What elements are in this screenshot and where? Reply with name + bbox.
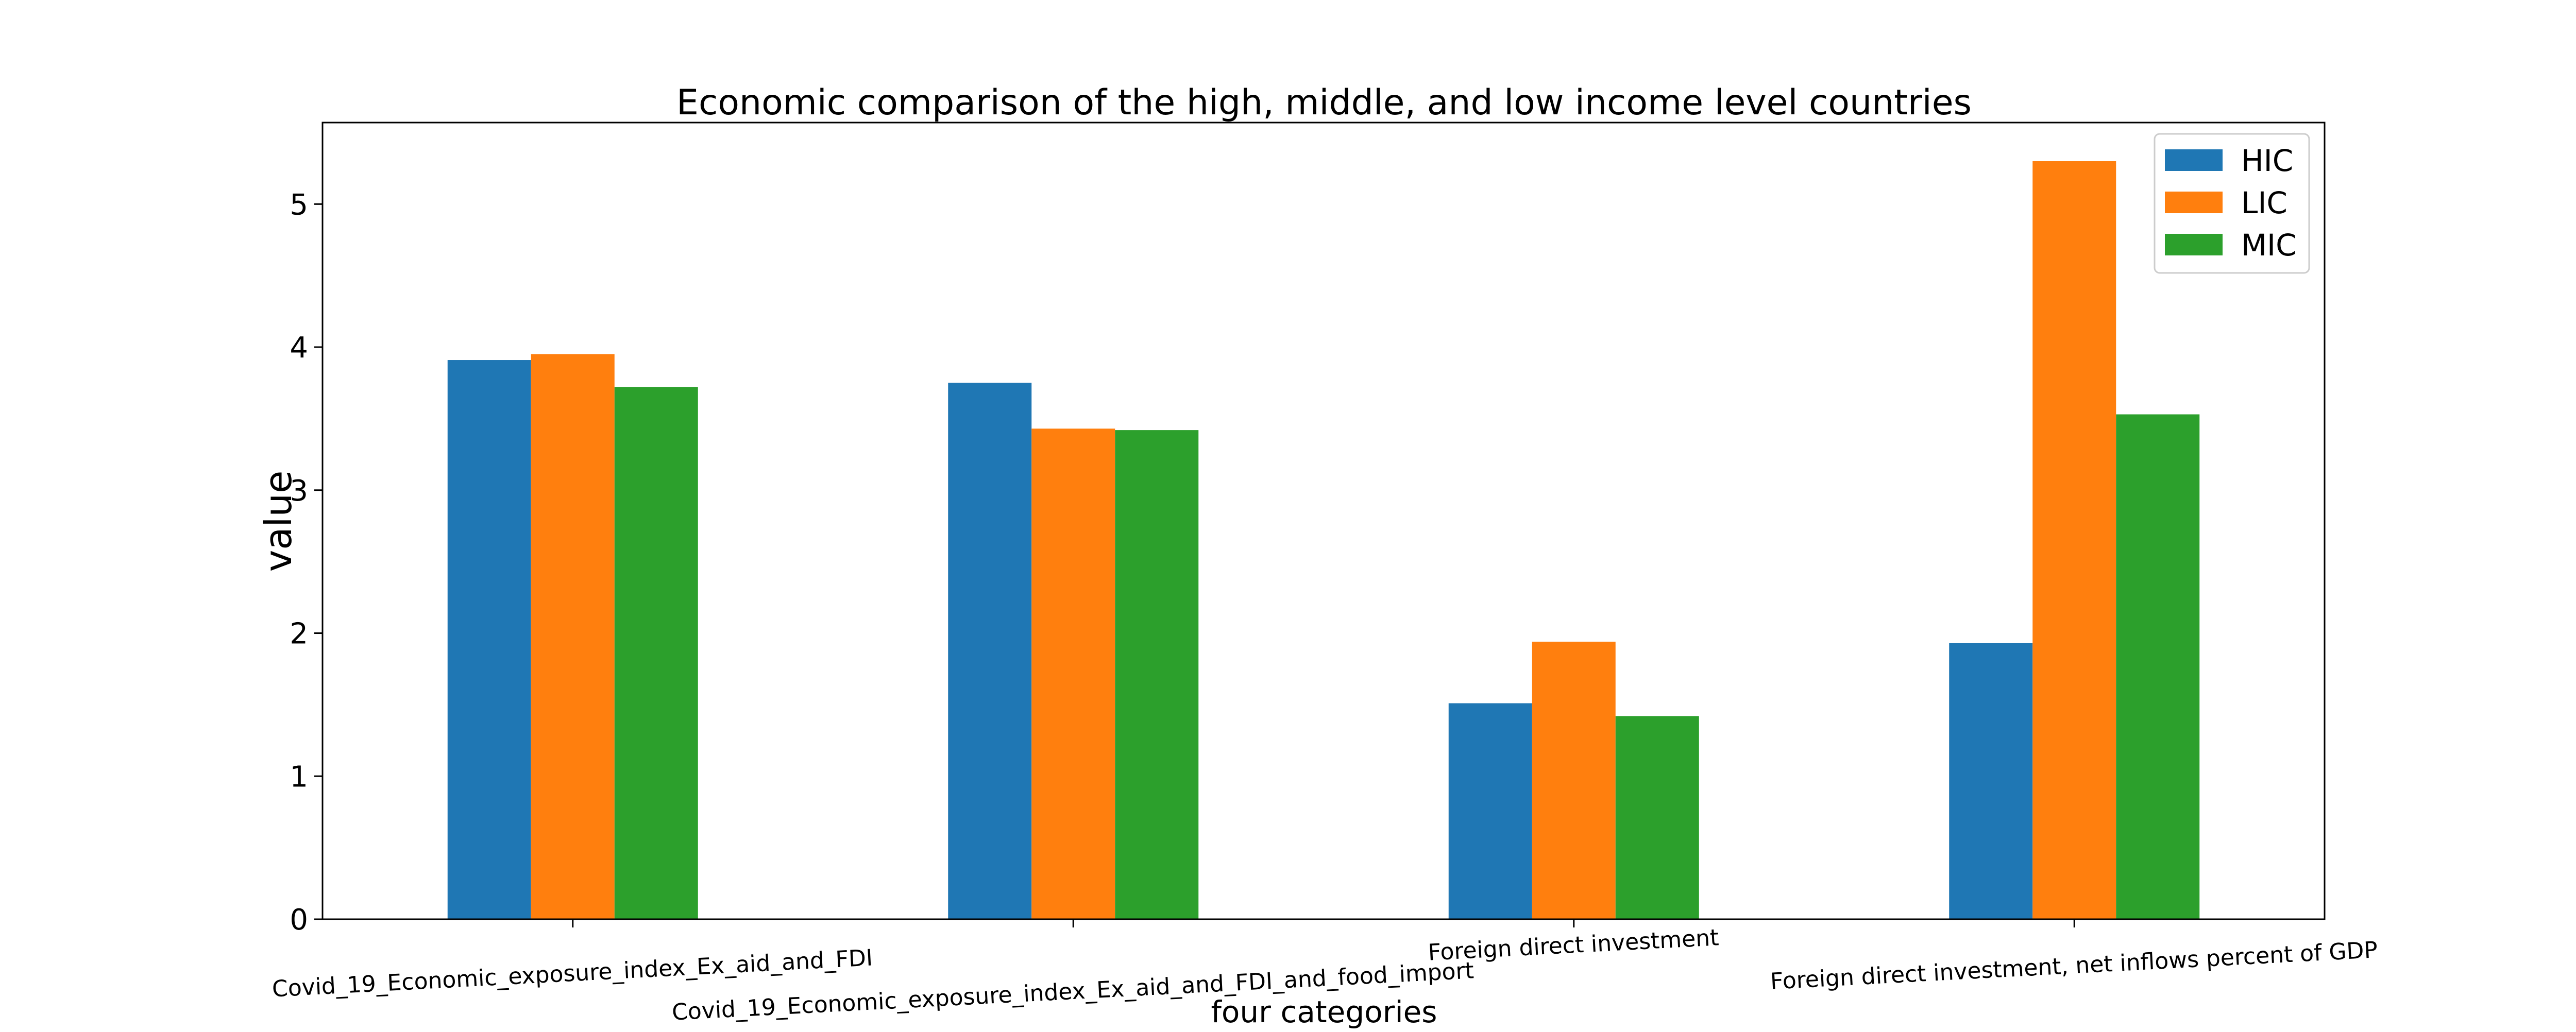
y-tick-label: 2	[290, 617, 308, 651]
y-axis-label: value	[257, 471, 300, 572]
bar-hic-3	[1448, 703, 1532, 919]
chart-title: Economic comparison of the high, middle,…	[676, 82, 1972, 123]
legend-label-lic: LIC	[2241, 185, 2287, 220]
bar-mic-4	[2116, 414, 2200, 919]
y-tick-label: 0	[290, 903, 308, 937]
y-tick-label: 1	[290, 760, 308, 794]
legend: HIC LIC MIC	[2154, 133, 2310, 274]
x-axis-label: four categories	[1211, 994, 1437, 1029]
legend-label-mic: MIC	[2241, 228, 2297, 263]
bar-mic-2	[1115, 430, 1199, 919]
legend-label-hic: HIC	[2241, 143, 2293, 178]
legend-swatch-hic	[2165, 149, 2223, 171]
plot-frame	[321, 122, 2326, 920]
legend-swatch-mic	[2165, 234, 2223, 255]
legend-swatch-lic	[2165, 192, 2223, 213]
bars-layer	[447, 161, 2200, 920]
bar-hic-4	[1949, 643, 2033, 919]
y-tick-label: 5	[290, 188, 308, 221]
y-axis: 0 1 2 3 4 5	[290, 188, 323, 937]
bar-lic-1	[531, 354, 615, 920]
bar-lic-3	[1532, 642, 1616, 919]
x-tick-label: Foreign direct investment	[1427, 924, 1719, 966]
bar-hic-1	[447, 360, 531, 919]
bar-lic-4	[2032, 161, 2116, 919]
bar-mic-3	[1615, 716, 1699, 919]
y-tick-label: 4	[290, 331, 308, 365]
bar-mic-1	[614, 387, 698, 919]
bar-hic-2	[948, 383, 1032, 920]
y-tick-label: 3	[290, 474, 308, 508]
x-tick-label: Foreign direct investment, net inflows p…	[1770, 937, 2378, 995]
bar-lic-2	[1031, 428, 1115, 919]
